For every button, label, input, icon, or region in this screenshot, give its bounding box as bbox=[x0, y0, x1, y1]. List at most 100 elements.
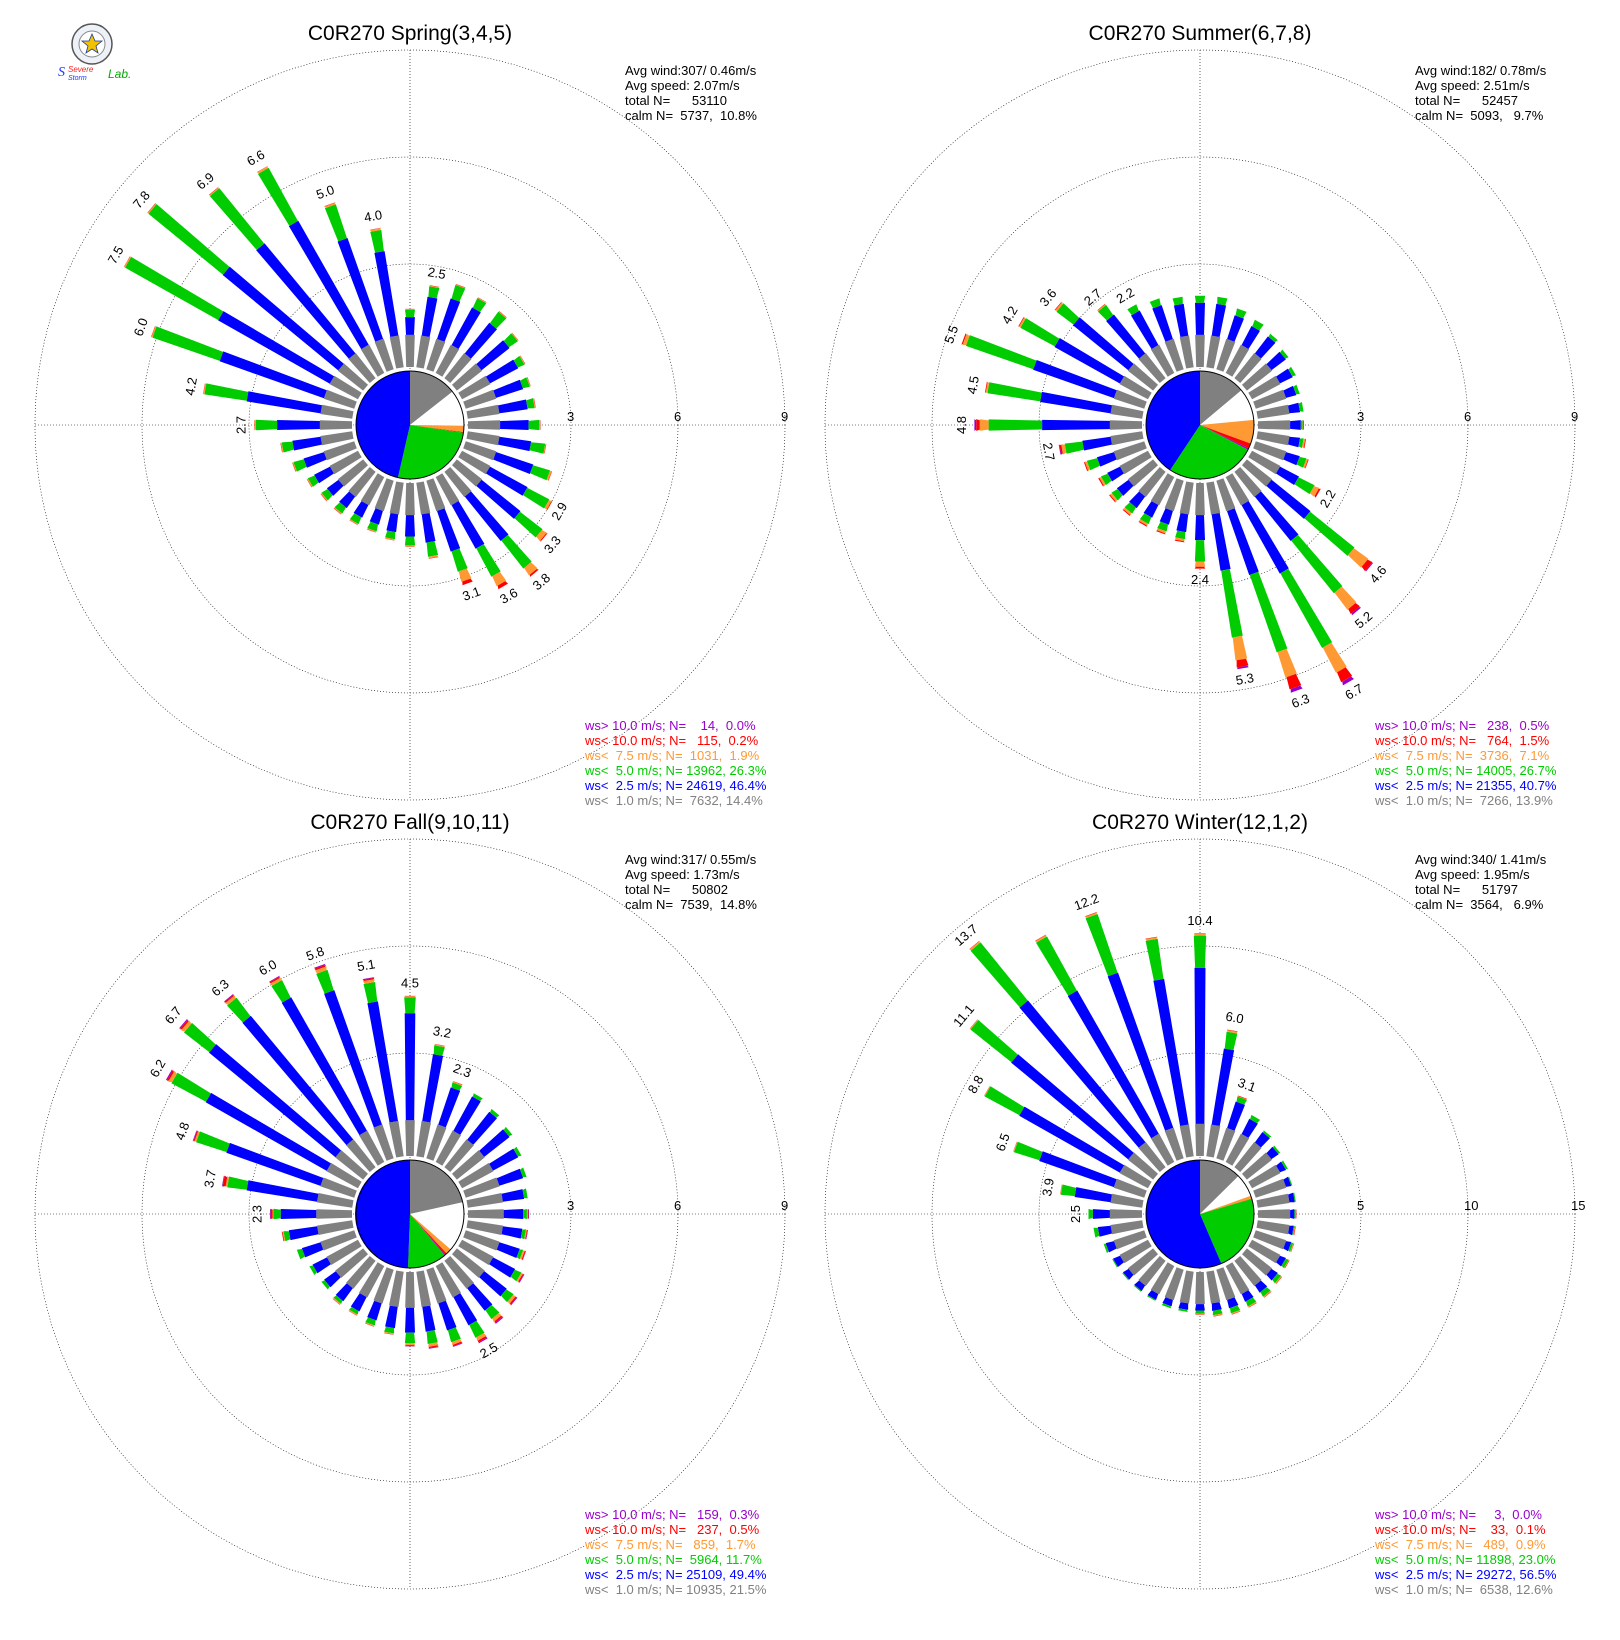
bar-segment bbox=[1283, 452, 1300, 466]
bar-segment bbox=[434, 1043, 446, 1046]
pie-outline bbox=[355, 370, 465, 480]
bar-segment bbox=[203, 383, 206, 395]
bar-segment bbox=[452, 363, 483, 391]
bar-segment bbox=[1256, 1193, 1290, 1208]
bar-segment bbox=[1281, 1160, 1288, 1170]
bar-segment bbox=[1164, 338, 1184, 372]
bar-segment bbox=[258, 167, 298, 226]
bar-segment bbox=[405, 515, 415, 537]
bar-segment bbox=[1122, 1268, 1134, 1280]
bar-segment bbox=[223, 993, 234, 1002]
bar-segment bbox=[1276, 1276, 1283, 1285]
bar-segment bbox=[350, 1293, 367, 1312]
bar-total-label: 5.5 bbox=[941, 323, 961, 345]
bar-segment bbox=[1290, 1243, 1294, 1253]
bar-segment bbox=[1234, 1141, 1262, 1172]
bar-segment bbox=[367, 1300, 382, 1321]
bar-segment bbox=[452, 1081, 463, 1086]
bar-segment bbox=[1206, 481, 1221, 515]
bar-segment bbox=[256, 166, 268, 174]
bar-segment bbox=[1164, 1267, 1184, 1301]
bar-segment bbox=[452, 459, 483, 487]
bar-segment bbox=[1106, 314, 1146, 359]
bar-segment bbox=[453, 1096, 481, 1135]
bar-segment bbox=[444, 1256, 474, 1289]
bar-segment bbox=[1138, 1256, 1166, 1287]
pie-slice bbox=[410, 1202, 465, 1250]
bar-segment bbox=[969, 1019, 978, 1029]
bar-segment bbox=[455, 283, 466, 288]
bar-segment bbox=[404, 1345, 416, 1347]
bar-segment bbox=[416, 1270, 431, 1308]
bar-segment bbox=[1018, 316, 1024, 327]
bar-segment bbox=[1131, 310, 1159, 349]
bar-segment bbox=[384, 537, 395, 541]
bar-segment bbox=[969, 940, 980, 950]
bar-segment bbox=[1082, 436, 1112, 451]
bar-segment bbox=[501, 534, 532, 569]
pie-slice bbox=[1200, 425, 1249, 450]
bar-segment bbox=[1283, 1176, 1292, 1187]
bar-segment bbox=[1174, 539, 1185, 543]
bar-segment bbox=[1127, 459, 1158, 487]
bar-segment bbox=[539, 419, 540, 431]
bar-total-label: 6.7 bbox=[1342, 681, 1365, 703]
bar-segment bbox=[1304, 511, 1355, 556]
bar-segment bbox=[525, 1229, 528, 1240]
bar-segment bbox=[493, 452, 534, 474]
bar-segment bbox=[435, 1262, 461, 1298]
bar-segment bbox=[458, 568, 472, 582]
bar-segment bbox=[1337, 667, 1353, 683]
bar-segment bbox=[171, 1072, 211, 1102]
bar-segment bbox=[1195, 1123, 1205, 1156]
bar-segment bbox=[1124, 502, 1136, 514]
bar-segment bbox=[1040, 391, 1112, 414]
bar-segment bbox=[1284, 1260, 1290, 1269]
bar-segment bbox=[1249, 571, 1288, 653]
bar-segment bbox=[1253, 441, 1287, 461]
bar-segment bbox=[1303, 420, 1304, 430]
bar-segment bbox=[1123, 507, 1132, 516]
legend-entry: ws< 5.0 m/s; N= 13962, 26.3% bbox=[584, 763, 767, 778]
bar-segment bbox=[984, 1085, 991, 1097]
bar-segment bbox=[1064, 441, 1084, 454]
bar-segment bbox=[1206, 1124, 1221, 1158]
bar-segment bbox=[1013, 1141, 1043, 1161]
bar-segment bbox=[1179, 1124, 1194, 1158]
bar-total-label: 3.1 bbox=[460, 584, 482, 604]
bar-segment bbox=[1248, 1302, 1258, 1308]
bar-segment bbox=[227, 1176, 249, 1190]
bar-segment bbox=[533, 397, 536, 408]
bar-total-label: 6.9 bbox=[193, 169, 216, 192]
bar-segment bbox=[437, 298, 461, 342]
pie-outline bbox=[1145, 370, 1255, 480]
bar-segment bbox=[1260, 1287, 1271, 1297]
bar-segment bbox=[383, 1332, 394, 1335]
bar-segment bbox=[194, 1130, 200, 1142]
bar-segment bbox=[283, 1231, 291, 1242]
bar-segment bbox=[1291, 1243, 1295, 1253]
bar-segment bbox=[1112, 1259, 1118, 1268]
bar-segment bbox=[362, 979, 375, 984]
bar-segment bbox=[1334, 586, 1357, 610]
bar-segment bbox=[1034, 934, 1047, 941]
bar-segment bbox=[1055, 302, 1063, 311]
bar-segment bbox=[373, 1267, 394, 1304]
bar-segment bbox=[1290, 685, 1303, 693]
bar-segment bbox=[1195, 1313, 1205, 1315]
bar-total-label: 2.7 bbox=[1040, 441, 1058, 461]
bar-segment bbox=[1153, 978, 1189, 1126]
bar-segment bbox=[1253, 389, 1287, 409]
ring-label: 3 bbox=[1357, 409, 1364, 424]
pie-slice bbox=[410, 425, 464, 433]
bar-segment bbox=[426, 1330, 438, 1344]
bar-segment bbox=[1213, 1314, 1223, 1317]
pie-slice bbox=[1200, 425, 1251, 449]
bar-total-label: 4.2 bbox=[999, 303, 1021, 326]
bar-segment bbox=[147, 203, 156, 214]
bar-segment bbox=[374, 478, 394, 512]
bar-segment bbox=[969, 940, 980, 951]
bar-segment bbox=[472, 1093, 483, 1101]
bar-segment bbox=[282, 1231, 286, 1242]
bar-segment bbox=[1230, 1305, 1241, 1314]
